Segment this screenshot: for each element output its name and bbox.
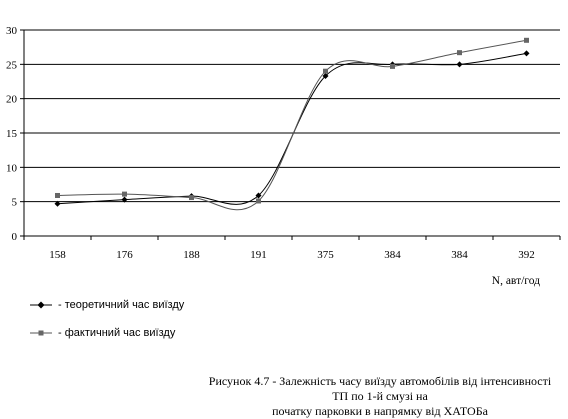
- data-point-diamond: [255, 192, 262, 199]
- data-point-diamond: [121, 196, 128, 203]
- caption-line-1: Рисунок 4.7 - Залежність часу виїзду авт…: [208, 374, 552, 403]
- x-tick-label: 384: [451, 249, 468, 261]
- x-tick-label: 392: [518, 249, 535, 261]
- diamond-marker-icon: [30, 301, 52, 309]
- axes: [20, 29, 561, 240]
- data-point-square: [323, 68, 328, 74]
- x-tick-label: 158: [49, 249, 66, 261]
- caption-line-2: початку парковки в напрямку від ХАТОБа: [272, 404, 488, 418]
- data-point-square: [256, 198, 261, 204]
- legend-label-theoretical: - теоретичний час виїзду: [58, 299, 185, 311]
- x-tick-label: 375: [317, 249, 334, 261]
- data-point-diamond: [54, 200, 61, 207]
- data-point-square: [457, 50, 462, 56]
- y-tick-label: 0: [12, 231, 18, 243]
- grid-lines: [24, 29, 560, 203]
- x-tick-label: 384: [384, 249, 401, 261]
- legend-label-actual: - фактичний час виїзду: [58, 327, 176, 339]
- chart: 0 5 10 15 20 25 30 158 176 188 191 375 384 384 392 N,…: [6, 25, 561, 287]
- x-tick-label: 176: [116, 249, 133, 261]
- data-point-square: [524, 37, 529, 43]
- data-point-square: [390, 63, 395, 69]
- x-axis-label: N, авт/год: [492, 275, 540, 287]
- series-line-2: [57, 39, 527, 211]
- x-tick-label: 188: [183, 249, 200, 261]
- legend-item-actual: - фактичний час виїзду: [30, 327, 175, 339]
- square-marker-icon: [30, 330, 52, 336]
- data-point-diamond: [456, 61, 463, 68]
- data-point-diamond: [523, 50, 530, 57]
- x-tick-label: 191: [250, 249, 267, 261]
- data-point-square: [189, 195, 194, 201]
- data-point-square: [122, 191, 127, 197]
- y-tick-label: 10: [6, 162, 18, 174]
- y-tick-label: 5: [12, 197, 18, 209]
- data-point-diamond: [322, 73, 329, 80]
- y-tick-label: 15: [6, 128, 18, 140]
- series-line-1: [57, 52, 527, 205]
- x-tick-labels: 158 176 188 191 375 384 384 392: [49, 249, 535, 261]
- data-point-square: [55, 192, 60, 198]
- series-lines: [54, 37, 530, 211]
- figure-caption: Рисунок 4.7 - Залежність часу виїзду авт…: [200, 374, 560, 419]
- y-tick-label: 25: [6, 59, 18, 71]
- y-tick-label: 20: [6, 94, 18, 106]
- y-tick-label: 30: [6, 25, 18, 37]
- legend-item-theoretical: - теоретичний час виїзду: [30, 299, 184, 311]
- y-tick-labels: 0 5 10 15 20 25 30: [6, 25, 18, 243]
